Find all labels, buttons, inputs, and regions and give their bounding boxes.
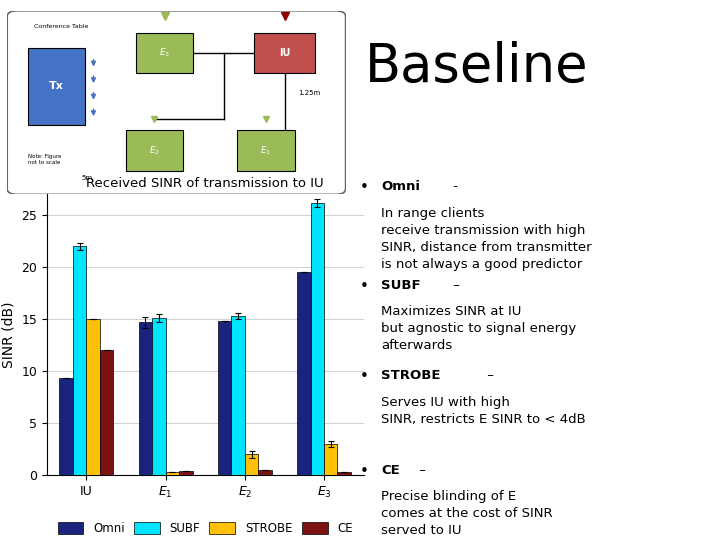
Text: Note: Figure
not to scale: Note: Figure not to scale	[27, 154, 61, 165]
Bar	[324, 444, 338, 475]
Bar	[100, 350, 113, 475]
Text: Omni: Omni	[381, 180, 420, 193]
Bar	[152, 318, 166, 475]
Text: 1.25m: 1.25m	[298, 90, 320, 96]
Text: •: •	[360, 279, 369, 294]
Text: –: –	[415, 464, 430, 477]
Text: –: –	[449, 279, 464, 292]
Bar	[73, 246, 86, 475]
Bar	[297, 272, 310, 475]
Y-axis label: SINR (dB): SINR (dB)	[1, 301, 16, 368]
Bar	[139, 322, 152, 475]
Bar	[60, 379, 73, 475]
FancyBboxPatch shape	[7, 11, 346, 194]
Bar	[258, 470, 271, 475]
Text: STROBE: STROBE	[381, 369, 441, 382]
Text: Baseline: Baseline	[365, 40, 588, 93]
FancyBboxPatch shape	[238, 130, 295, 171]
Bar	[338, 472, 351, 475]
Text: SUBF: SUBF	[381, 279, 420, 292]
Text: -: -	[449, 180, 467, 193]
Bar	[166, 472, 179, 475]
Text: Maximizes SINR at IU
but agnostic to signal energy
afterwards: Maximizes SINR at IU but agnostic to sig…	[381, 305, 577, 352]
Text: •: •	[360, 464, 369, 479]
Text: $E_1$: $E_1$	[261, 144, 271, 157]
Text: •: •	[360, 369, 369, 384]
FancyBboxPatch shape	[27, 48, 85, 125]
Bar	[245, 454, 258, 475]
Text: Precise blinding of E
comes at the cost of SINR
served to IU: Precise blinding of E comes at the cost …	[381, 490, 553, 537]
Legend: Omni, SUBF, STROBE, CE: Omni, SUBF, STROBE, CE	[53, 518, 358, 540]
Text: $E_3$: $E_3$	[159, 47, 170, 59]
Bar	[231, 316, 245, 475]
Title: Received SINR of transmission to IU: Received SINR of transmission to IU	[86, 178, 324, 191]
Text: Tx: Tx	[49, 81, 63, 91]
Text: IU: IU	[279, 48, 290, 58]
Text: In range clients
receive transmission with high
SINR, distance from transmitter
: In range clients receive transmission wi…	[381, 207, 592, 271]
Text: CE: CE	[381, 464, 400, 477]
Bar	[179, 471, 192, 475]
Text: –: –	[483, 369, 498, 382]
FancyBboxPatch shape	[254, 33, 315, 73]
Text: Conference Table: Conference Table	[35, 24, 89, 29]
Bar	[86, 319, 100, 475]
FancyBboxPatch shape	[125, 130, 183, 171]
Text: Serves IU with high
SINR, restricts E SINR to < 4dB: Serves IU with high SINR, restricts E SI…	[381, 396, 586, 426]
Text: $E_2$: $E_2$	[149, 144, 160, 157]
Bar	[310, 202, 324, 475]
Text: 5m: 5m	[81, 175, 93, 181]
Text: •: •	[360, 180, 369, 195]
FancyBboxPatch shape	[136, 33, 193, 73]
Bar	[218, 321, 231, 475]
